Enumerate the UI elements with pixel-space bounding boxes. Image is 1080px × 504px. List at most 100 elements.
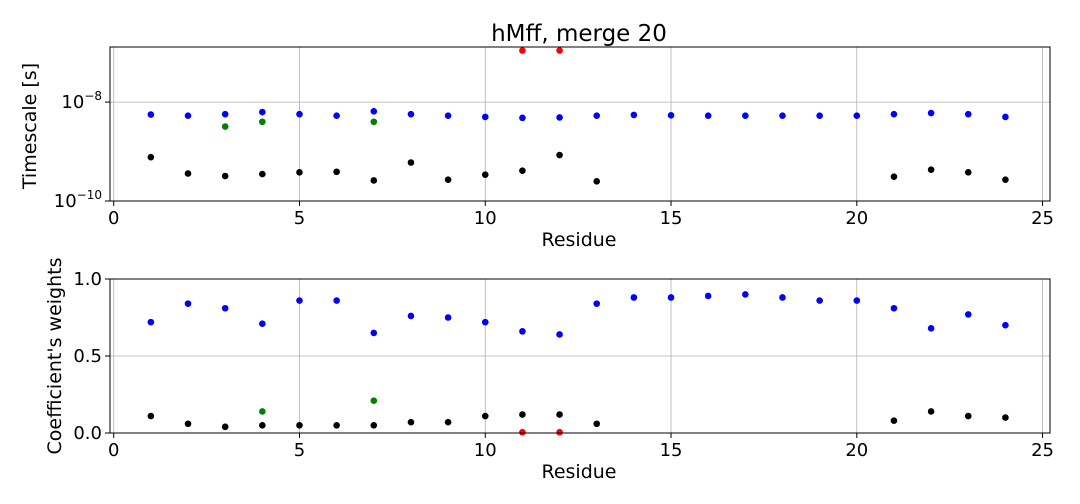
- black-data-point: [147, 153, 155, 161]
- blue-data-point: [704, 292, 712, 300]
- blue-data-point: [779, 294, 786, 301]
- black-data-point: [333, 168, 340, 176]
- black-data-point: [1002, 414, 1009, 421]
- blue-data-point: [816, 297, 823, 304]
- red-data-point: [519, 47, 526, 54]
- black-data-point: [296, 422, 303, 429]
- red-data-point: [519, 428, 526, 436]
- x-tick-label: 25: [1031, 208, 1054, 229]
- blue-data-point: [370, 329, 378, 337]
- bottom-y-axis-label: Coefficient's weights: [44, 258, 66, 455]
- blue-data-point: [667, 112, 675, 119]
- x-tick-label: 15: [660, 208, 683, 229]
- blue-data-point: [407, 312, 415, 320]
- black-data-point: [333, 422, 340, 429]
- black-data-point: [221, 423, 229, 431]
- blue-data-point: [556, 331, 563, 338]
- x-tick-label: 0: [108, 440, 119, 461]
- y-tick-label: 10−8: [61, 89, 102, 113]
- blue-data-point: [1002, 321, 1009, 329]
- blue-data-point: [333, 297, 340, 304]
- x-tick-label: 5: [294, 208, 305, 229]
- axes-frame: [109, 278, 1051, 434]
- green-data-point: [370, 118, 378, 126]
- black-data-point: [221, 172, 229, 180]
- blue-data-point: [927, 324, 935, 332]
- black-data-point: [147, 412, 155, 420]
- blue-data-point: [890, 304, 898, 312]
- blue-data-point: [853, 112, 861, 120]
- black-data-point: [927, 408, 935, 415]
- timescale-panel: 0 5 10 15 20 25 10−10 10−8: [54, 46, 1054, 229]
- y-tick-label: 0.0: [73, 423, 102, 444]
- black-data-point: [890, 417, 898, 424]
- y-tick-label: 0.5: [73, 346, 102, 367]
- blue-data-point: [296, 297, 303, 304]
- red-data-point: [556, 428, 563, 436]
- top-y-axis-label: Timescale [s]: [19, 63, 41, 190]
- black-data-point: [593, 420, 601, 428]
- x-tick-label: 10: [474, 440, 497, 461]
- black-data-point: [184, 420, 192, 428]
- x-tick-label: 10: [474, 208, 497, 229]
- blue-data-point: [221, 110, 229, 118]
- black-data-point: [519, 411, 526, 418]
- black-data-point: [444, 418, 452, 426]
- blue-data-point: [259, 108, 266, 116]
- chart-title: hMff, merge 20: [491, 21, 667, 47]
- red-data-point: [556, 47, 563, 54]
- black-data-point: [444, 176, 452, 183]
- axes-frame: [109, 46, 1051, 202]
- blue-data-point: [1002, 113, 1009, 121]
- black-data-point: [890, 173, 898, 180]
- blue-data-point: [779, 112, 786, 120]
- blue-data-point: [742, 291, 749, 298]
- black-data-point: [259, 422, 266, 429]
- blue-data-point: [593, 112, 601, 120]
- blue-data-point: [296, 110, 303, 118]
- blue-data-point: [259, 320, 266, 327]
- black-data-point: [296, 169, 303, 176]
- blue-data-point: [147, 318, 155, 326]
- black-data-point: [481, 412, 489, 420]
- green-data-point: [370, 397, 378, 404]
- x-tick-label: 0: [108, 208, 119, 229]
- black-data-point: [407, 159, 415, 166]
- black-data-point: [184, 170, 192, 177]
- blue-data-point: [519, 114, 526, 122]
- blue-data-point: [593, 300, 601, 307]
- blue-data-point: [147, 111, 155, 118]
- blue-data-point: [221, 304, 229, 312]
- black-data-point: [519, 167, 526, 174]
- blue-data-point: [927, 109, 935, 117]
- black-data-point: [556, 151, 563, 159]
- blue-data-point: [370, 108, 378, 115]
- bottom-x-axis-label: Residue: [541, 461, 616, 483]
- black-data-point: [1002, 176, 1009, 183]
- y-tick-label: 1.0: [73, 269, 102, 290]
- black-data-point: [481, 171, 489, 179]
- blue-data-point: [184, 300, 192, 307]
- blue-data-point: [481, 113, 489, 121]
- blue-data-point: [964, 311, 972, 318]
- black-data-point: [370, 422, 378, 429]
- blue-data-point: [667, 294, 675, 301]
- green-data-point: [259, 408, 266, 415]
- x-tick-label: 5: [294, 440, 305, 461]
- blue-data-point: [890, 110, 898, 118]
- blue-data-point: [742, 112, 749, 120]
- blue-data-point: [816, 112, 823, 120]
- blue-data-point: [444, 314, 452, 321]
- x-tick-label: 15: [660, 440, 683, 461]
- black-data-point: [407, 418, 415, 426]
- black-data-point: [964, 169, 972, 176]
- y-tick-label: 10−10: [54, 188, 102, 212]
- black-data-point: [964, 412, 972, 420]
- black-data-point: [370, 177, 378, 184]
- x-tick-label: 25: [1031, 440, 1054, 461]
- blue-data-point: [630, 111, 638, 119]
- top-x-axis-label: Residue: [541, 229, 616, 251]
- blue-data-point: [481, 318, 489, 326]
- x-tick-label: 20: [845, 440, 868, 461]
